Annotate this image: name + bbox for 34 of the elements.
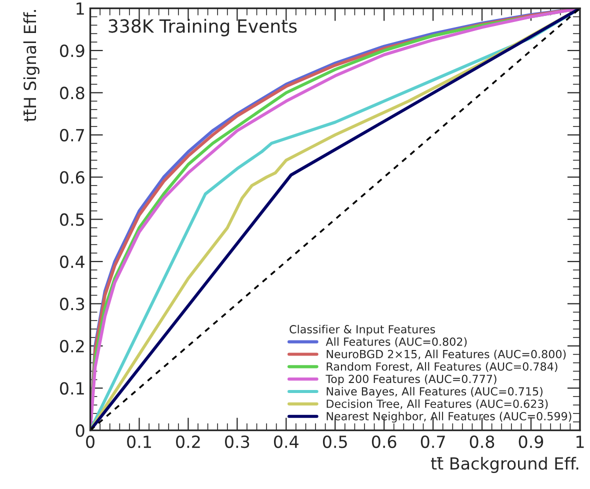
legend-label: Decision Tree, All Features (AUC=0.623) (326, 399, 548, 410)
y-tick-label: 0.2 (60, 340, 84, 352)
y-tick-label: 0.6 (60, 171, 84, 184)
x-tick-label: 0 (86, 435, 94, 448)
legend-title: Classifier & Input Features (290, 324, 436, 336)
x-tick-label: 0.4 (274, 435, 298, 448)
y-tick-label: 0.8 (60, 86, 84, 100)
y-tick-label: 0.1 (60, 382, 84, 395)
y-tick-label: 0.7 (60, 128, 84, 142)
x-axis-title: tt̄ Background Eff. (430, 456, 578, 473)
x-tick-label: 0.8 (470, 435, 494, 448)
y-tick-label: 0.4 (60, 255, 84, 268)
x-tick-label: 0.3 (225, 435, 250, 448)
x-tick-label: 1 (576, 436, 584, 448)
x-tick-label: 0.7 (420, 435, 445, 448)
y-tick-label: 0.3 (60, 298, 84, 310)
legend-label: Naive Bayes, All Features (AUC=0.715) (326, 386, 542, 398)
y-tick-label: 0.5 (60, 213, 84, 226)
annotation: 338K Training Events (108, 18, 297, 36)
x-tick-label: 0.5 (322, 435, 347, 448)
y-tick-label: 0 (76, 424, 84, 437)
y-tick-label: 1 (76, 2, 84, 15)
legend-label: Random Forest, All Features (AUC=0.784) (326, 362, 558, 372)
line-series (90, 8, 580, 430)
y-tick-label: 0.9 (60, 44, 84, 58)
x-tick-label: 0.9 (518, 435, 544, 448)
legend-label: NeuroBGD 2×15, All Features (AUC=0.800) (326, 350, 566, 360)
legend-label: All Features (AUC=0.802) (326, 337, 467, 348)
x-tick-label: 0.6 (372, 435, 396, 448)
x-tick-label: 0.1 (127, 435, 151, 448)
x-tick-label: 0.2 (176, 435, 200, 448)
legend-label: Nearest Neighbor, All Features (AUC=0.599) (326, 412, 572, 423)
legend-label: Top 200 Features (AUC=0.777) (326, 374, 496, 386)
y-axis-title: tt̄H Signal Eff. (23, 10, 40, 122)
